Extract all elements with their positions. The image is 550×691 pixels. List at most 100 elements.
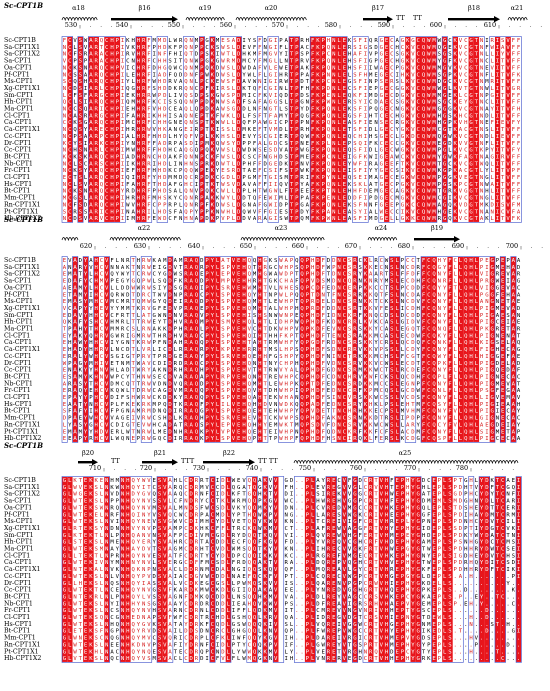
- sequence-name: Oa-CPT1: [4, 64, 32, 71]
- residue: F: [322, 381, 326, 387]
- residue: Q: [422, 189, 426, 195]
- residue: N: [279, 285, 282, 291]
- residue: E: [63, 292, 67, 298]
- residue: L: [454, 395, 458, 401]
- residue: L: [100, 86, 104, 92]
- residue: F: [422, 395, 426, 401]
- residue: P: [205, 272, 209, 278]
- residue: R: [490, 79, 494, 85]
- residue: C: [380, 429, 383, 435]
- residue: F: [496, 388, 500, 394]
- residue: C: [406, 361, 409, 367]
- residue: S: [226, 79, 229, 85]
- residue: E: [237, 361, 241, 367]
- residue: T: [417, 354, 421, 360]
- residue: R: [142, 154, 146, 160]
- residue: G: [269, 209, 273, 215]
- residue: S: [221, 388, 224, 394]
- ruler-dot: [476, 26, 478, 27]
- residue: A: [89, 120, 93, 126]
- residue: L: [454, 347, 458, 353]
- residue: L: [454, 272, 458, 278]
- residue: M: [279, 113, 283, 119]
- residue: C: [68, 93, 71, 99]
- residue: C: [406, 313, 409, 319]
- residue: G: [469, 120, 473, 126]
- residue: T: [475, 161, 479, 167]
- residue: L: [153, 347, 157, 353]
- residue: N: [100, 374, 103, 380]
- residue: V: [459, 86, 463, 92]
- residue: D: [369, 148, 373, 154]
- residue: K: [454, 52, 458, 58]
- residue: D: [332, 402, 336, 408]
- residue: G: [395, 86, 399, 92]
- residue: G: [406, 327, 410, 333]
- residue: Q: [248, 402, 252, 408]
- residue: M: [369, 175, 373, 181]
- residue: V: [105, 368, 109, 374]
- residue: Q: [517, 340, 521, 346]
- residue: A: [73, 292, 77, 298]
- residue: N: [337, 429, 340, 435]
- ruler-number: 540: [116, 21, 128, 29]
- residue: C: [279, 361, 282, 367]
- residue: T: [263, 395, 267, 401]
- residue: V: [506, 120, 510, 126]
- residue: H: [94, 313, 97, 319]
- residue: S: [485, 127, 488, 133]
- residue: D: [263, 161, 267, 167]
- residue: C: [343, 327, 346, 333]
- residue: V: [285, 182, 289, 188]
- residue: Y: [211, 368, 215, 374]
- residue: S: [100, 161, 103, 167]
- residue: H: [496, 347, 499, 353]
- residue: M: [432, 216, 436, 222]
- residue: Q: [300, 313, 304, 319]
- residue: H: [285, 320, 288, 326]
- residue: E: [274, 381, 278, 387]
- residue: P: [174, 202, 178, 208]
- ruler-dot: [213, 247, 214, 248]
- residue: N: [337, 306, 340, 312]
- residue: F: [147, 65, 151, 71]
- residue: L: [448, 148, 452, 154]
- residue: L: [179, 202, 183, 208]
- residue: C: [438, 196, 441, 202]
- strand-arrow: [494, 16, 500, 23]
- residue: R: [353, 320, 357, 326]
- residue: W: [221, 107, 225, 113]
- residue: S: [253, 113, 256, 119]
- residue: K: [364, 320, 368, 326]
- residue: F: [512, 120, 516, 126]
- residue: S: [390, 347, 393, 353]
- residue: H: [174, 333, 177, 339]
- residue: E: [237, 292, 241, 298]
- residue: Q: [100, 38, 104, 44]
- residue: E: [501, 120, 505, 126]
- residue: R: [68, 354, 72, 360]
- residue: A: [395, 189, 399, 195]
- residue: F: [63, 38, 67, 44]
- residue: S: [348, 340, 351, 346]
- structure-label: α23: [275, 224, 288, 232]
- residue: L: [216, 368, 220, 374]
- residue: C: [274, 265, 277, 271]
- conserved-column: [93, 37, 99, 222]
- residue: Q: [184, 38, 188, 44]
- residue: L: [116, 368, 120, 374]
- residue: P: [226, 333, 230, 339]
- residue: A: [73, 409, 77, 415]
- residue: P: [295, 79, 299, 85]
- residue: A: [517, 292, 521, 298]
- residue: F: [512, 154, 516, 160]
- residue: P: [306, 279, 310, 285]
- residue: N: [327, 354, 330, 360]
- conserved-column: [135, 37, 142, 222]
- residue: R: [142, 134, 146, 140]
- residue: T: [290, 168, 294, 174]
- residue: W: [300, 168, 304, 174]
- residue: R: [142, 189, 146, 195]
- residue: C: [485, 59, 488, 65]
- residue: A: [174, 189, 178, 195]
